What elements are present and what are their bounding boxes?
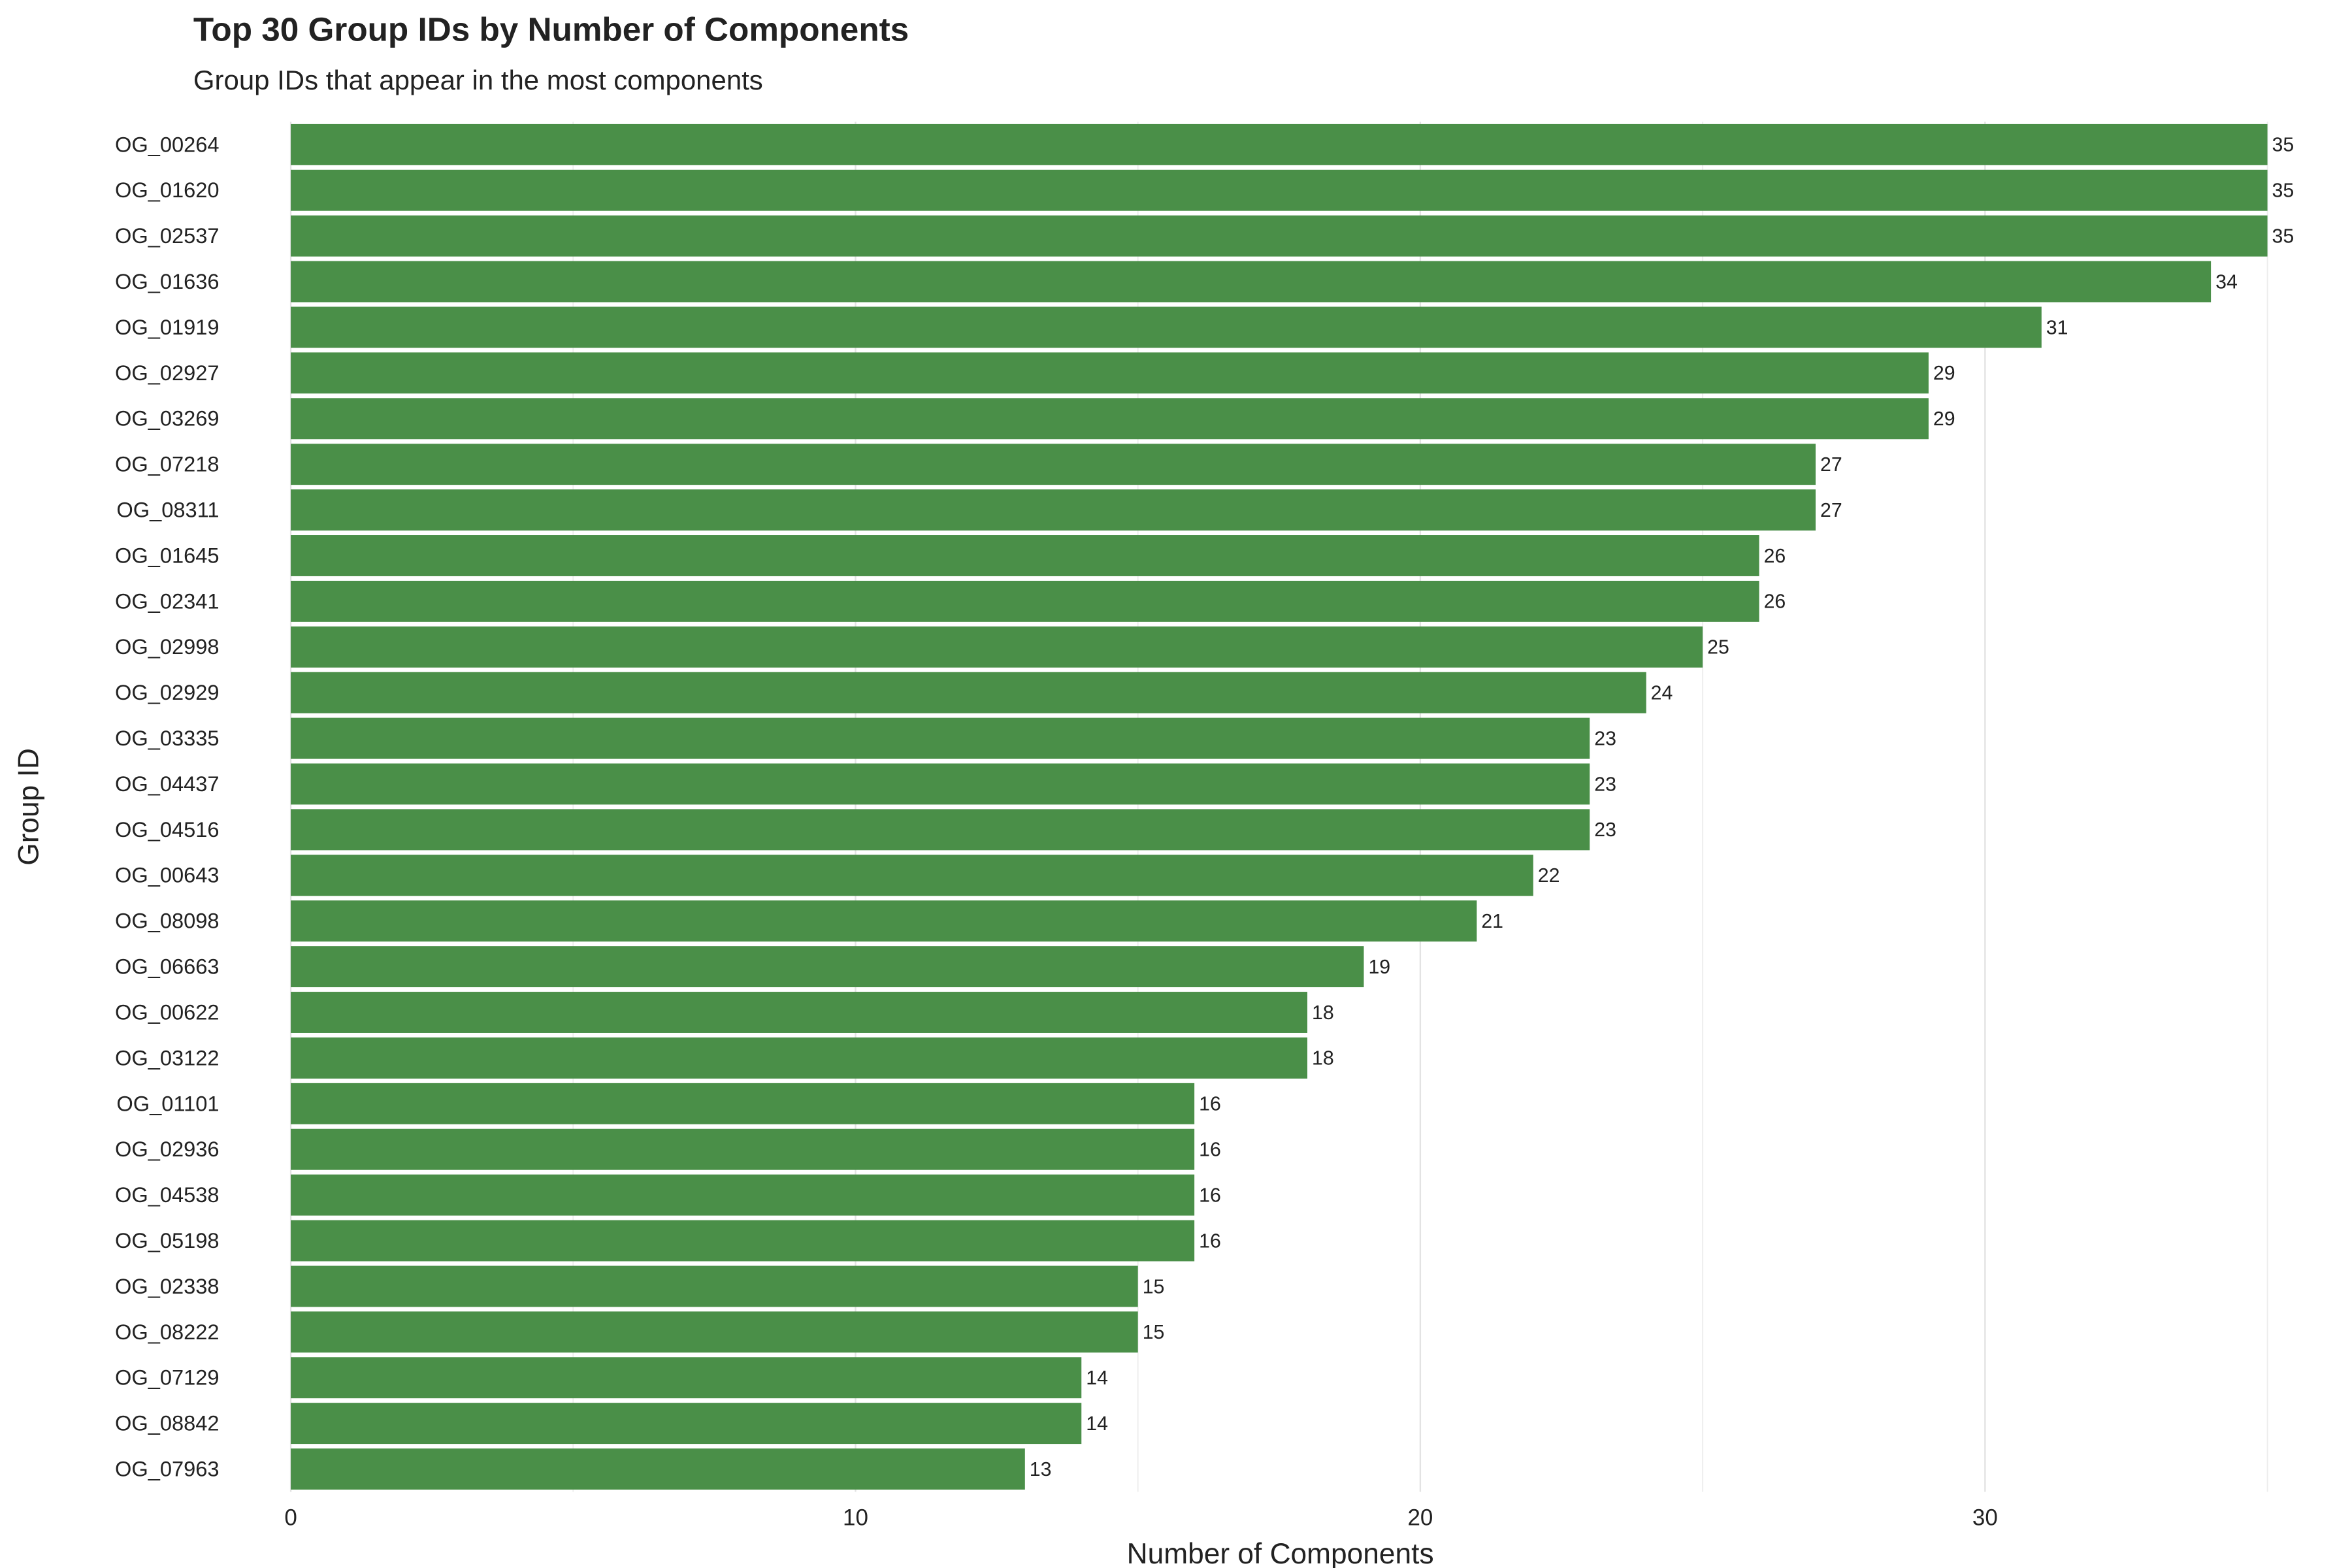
x-tick-label: 30 <box>1972 1505 1998 1531</box>
y-tick-label: OG_00264 <box>115 132 220 156</box>
x-tick-label: 0 <box>284 1505 297 1531</box>
value-label: 16 <box>1199 1094 1221 1115</box>
bar <box>291 352 1929 394</box>
value-label: 16 <box>1199 1184 1221 1206</box>
bar <box>291 169 2268 211</box>
value-label: 26 <box>1764 546 1786 567</box>
y-tick-label: OG_02998 <box>115 634 220 659</box>
bar <box>291 261 2212 302</box>
y-tick-label: OG_07218 <box>115 452 220 476</box>
value-label: 16 <box>1199 1139 1221 1161</box>
value-label: 29 <box>1933 363 1955 384</box>
chart-subtitle: Group IDs that appear in the most compon… <box>193 65 763 95</box>
y-tick-label: OG_00643 <box>115 863 220 887</box>
bar <box>291 489 1816 531</box>
bar <box>291 123 2268 165</box>
bar <box>291 1311 1138 1353</box>
y-tick-label: OG_01645 <box>115 543 220 567</box>
value-label: 31 <box>2046 317 2068 338</box>
bar <box>291 672 1646 713</box>
bar <box>291 1448 1025 1490</box>
bar <box>291 626 1703 668</box>
value-label: 27 <box>1820 454 1842 476</box>
y-tick-label: OG_01919 <box>115 315 220 339</box>
bar <box>291 809 1590 851</box>
value-label: 14 <box>1086 1413 1108 1435</box>
value-label: 18 <box>1312 1002 1334 1024</box>
bar <box>291 580 1759 622</box>
chart-title: Top 30 Group IDs by Number of Components <box>193 10 909 48</box>
y-tick-label: OG_03335 <box>115 726 220 750</box>
bar <box>291 1174 1195 1216</box>
value-label: 14 <box>1086 1367 1108 1389</box>
bar <box>291 1357 1082 1399</box>
value-label: 22 <box>1538 865 1560 887</box>
value-label: 24 <box>1651 683 1673 704</box>
bar <box>291 855 1533 896</box>
y-tick-label: OG_01636 <box>115 269 220 293</box>
bar <box>291 1266 1138 1307</box>
y-tick-label: OG_08222 <box>115 1320 220 1344</box>
bar <box>291 306 2042 348</box>
value-label: 13 <box>1030 1459 1052 1480</box>
y-tick-label: OG_03122 <box>115 1045 220 1070</box>
bar <box>291 1220 1195 1262</box>
y-tick-label: OG_02929 <box>115 680 220 704</box>
bar <box>291 717 1590 759</box>
value-label: 23 <box>1594 819 1616 841</box>
y-tick-label: OG_02927 <box>115 361 220 385</box>
value-label: 21 <box>1481 911 1503 932</box>
y-tick-label: OG_01101 <box>116 1091 219 1115</box>
y-tick-label: OG_08311 <box>116 498 219 522</box>
y-tick-label: OG_01620 <box>115 178 220 202</box>
bar <box>291 1083 1195 1124</box>
bar <box>291 900 1477 942</box>
value-label: 34 <box>2215 271 2238 293</box>
x-axis-title: Number of Components <box>1127 1538 1434 1568</box>
y-tick-label: OG_08842 <box>115 1411 220 1435</box>
value-label: 15 <box>1143 1276 1165 1298</box>
value-label: 29 <box>1933 408 1955 430</box>
bar <box>291 763 1590 805</box>
x-tick-label: 10 <box>843 1505 868 1531</box>
y-tick-label: OG_08098 <box>115 909 220 933</box>
y-tick-label: OG_04538 <box>115 1183 220 1207</box>
value-label: 25 <box>1707 637 1729 659</box>
bar <box>291 398 1929 440</box>
value-label: 15 <box>1143 1322 1165 1343</box>
y-tick-label: OG_07129 <box>115 1365 220 1390</box>
value-label: 27 <box>1820 500 1842 521</box>
bar <box>291 1037 1308 1079</box>
value-label: 35 <box>2272 180 2295 202</box>
y-tick-label: OG_05198 <box>115 1228 220 1252</box>
bar <box>291 946 1364 988</box>
bar <box>291 1128 1195 1170</box>
value-label: 23 <box>1594 728 1616 749</box>
y-tick-label: OG_04516 <box>115 817 220 841</box>
value-label: 19 <box>1368 956 1390 978</box>
y-tick-label: OG_06663 <box>115 955 220 979</box>
y-tick-label: OG_02341 <box>115 589 220 613</box>
y-axis-title: Group ID <box>12 748 44 866</box>
bar <box>291 215 2268 257</box>
y-tick-label: OG_02537 <box>115 223 220 248</box>
y-tick-label: OG_02936 <box>115 1137 220 1161</box>
bar <box>291 1403 1082 1445</box>
value-label: 16 <box>1199 1230 1221 1252</box>
value-label: 23 <box>1594 774 1616 795</box>
x-tick-label: 20 <box>1407 1505 1433 1531</box>
y-tick-label: OG_00622 <box>115 1000 220 1024</box>
value-label: 18 <box>1312 1048 1334 1070</box>
y-tick-label: OG_02338 <box>115 1274 220 1298</box>
value-label: 35 <box>2272 135 2295 156</box>
value-label: 26 <box>1764 591 1786 613</box>
y-tick-label: OG_04437 <box>115 772 220 796</box>
y-tick-label: OG_03269 <box>115 406 220 431</box>
value-label: 35 <box>2272 225 2295 247</box>
bar <box>291 535 1759 576</box>
bar <box>291 444 1816 485</box>
y-tick-label: OG_07963 <box>115 1456 220 1480</box>
bar <box>291 992 1308 1033</box>
